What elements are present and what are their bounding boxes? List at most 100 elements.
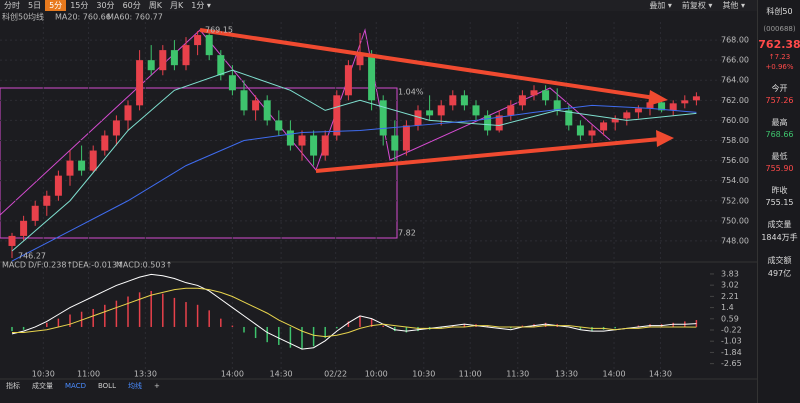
y-tick-label: 752.00 xyxy=(721,196,749,205)
tab[interactable]: 均线 xyxy=(127,382,142,390)
candle-body xyxy=(321,135,329,156)
macd-line xyxy=(11,273,697,350)
tool[interactable]: 其他 ▾ xyxy=(722,1,745,10)
annotation: 7.82 xyxy=(398,229,416,238)
candle-body xyxy=(588,130,596,136)
stat-value: 497亿 xyxy=(767,269,792,278)
stat-value: 768.66 xyxy=(765,130,794,139)
candle-body xyxy=(275,120,283,131)
y-tick-label: 3.02 xyxy=(721,281,739,290)
ma-line xyxy=(11,69,697,252)
y-tick-label: 754.00 xyxy=(721,176,749,185)
x-tick-label: 14:30 xyxy=(649,370,672,379)
candle-body xyxy=(634,108,642,113)
candle-body xyxy=(507,105,515,116)
candle-body xyxy=(252,100,260,111)
tool[interactable]: 前复权 ▾ xyxy=(681,1,713,10)
candle-body xyxy=(31,205,39,221)
candle-body xyxy=(240,90,248,111)
candle-body xyxy=(460,95,468,106)
tab[interactable]: MACD xyxy=(65,382,86,390)
y-tick-label: 750.00 xyxy=(721,216,749,225)
candle-body xyxy=(368,55,376,101)
name: 科创50 xyxy=(766,7,793,16)
tab[interactable]: 月K xyxy=(170,1,184,10)
arrow-head xyxy=(656,130,674,147)
stat: 最低 755.90 xyxy=(758,151,800,173)
candle-body xyxy=(310,135,318,156)
tab[interactable]: 5分 xyxy=(45,0,67,11)
candle-body xyxy=(402,125,410,151)
y-tick-label: 756.00 xyxy=(721,156,749,165)
chart-title: 科创50 xyxy=(2,12,28,22)
candle-body xyxy=(565,110,573,126)
ma-line xyxy=(11,104,697,262)
tab[interactable]: 指标 xyxy=(6,382,20,390)
x-tick-label: 10:00 xyxy=(365,370,388,379)
x-tick-label: 14:00 xyxy=(221,370,244,379)
candle-body xyxy=(669,103,677,111)
tab[interactable]: 60分 xyxy=(122,1,141,10)
x-tick-label: 11:00 xyxy=(459,370,482,379)
x-tick-label: 13:30 xyxy=(555,370,578,379)
x-tick-label: 10:30 xyxy=(412,370,435,379)
candle-body xyxy=(182,45,190,66)
toolbar: 分时 5日 5分 15分 30分 60分 周K 月K 1分 ▾ xyxy=(0,0,757,11)
y-tick-label: 768.00 xyxy=(721,36,749,45)
annotation: 1.04% xyxy=(398,88,424,97)
candle-body xyxy=(623,112,631,119)
y-tick-label: 748.00 xyxy=(721,236,749,245)
toolbar-right: 叠加 ▾ 前复权 ▾ 其他 ▾ xyxy=(644,0,750,11)
candle-body xyxy=(414,110,422,126)
legend-entry: MA20: 760.66 xyxy=(55,13,111,22)
candle-body xyxy=(472,105,480,116)
tab[interactable]: 5日 xyxy=(28,1,42,10)
pct: +0.96% xyxy=(765,63,794,71)
stat-label: 最高 xyxy=(771,118,788,127)
y-tick-label: -2.65 xyxy=(721,359,742,368)
tab[interactable]: 分时 xyxy=(4,1,20,10)
stat-label: 成交量 xyxy=(767,220,792,229)
candle-body xyxy=(484,115,492,131)
tool[interactable]: 叠加 ▾ xyxy=(649,1,672,10)
candle-body xyxy=(8,235,16,246)
tab[interactable]: 1分 ▾ xyxy=(191,1,211,10)
annotation: 746.27 xyxy=(18,252,46,261)
change: ↑7.23 xyxy=(768,53,791,61)
x-tick-label: 14:30 xyxy=(270,370,293,379)
ma-title: 均线 xyxy=(28,12,44,22)
bottom-tabs: 指标 成交量 MACD BOLL 均线 + xyxy=(0,380,166,392)
tab[interactable]: 15分 xyxy=(70,1,89,10)
tab[interactable]: 30分 xyxy=(96,1,115,10)
tab[interactable]: + xyxy=(153,382,160,390)
x-tick-label: 02/22 xyxy=(324,370,347,379)
y-tick-label: -1.84 xyxy=(721,348,742,357)
candle-body xyxy=(159,50,167,71)
candle-body xyxy=(611,118,619,123)
tab[interactable]: 成交量 xyxy=(32,382,53,390)
candle-body xyxy=(344,65,352,96)
arrow xyxy=(199,28,656,100)
candle-body xyxy=(147,60,155,71)
tab[interactable]: BOLL xyxy=(97,382,116,390)
arrow-head xyxy=(648,90,668,106)
candle-body xyxy=(170,50,178,66)
candle-body xyxy=(217,55,225,76)
stat: 今开 757.26 xyxy=(758,83,800,105)
y-tick-label: 760.00 xyxy=(721,116,749,125)
stat-value: 755.15 xyxy=(765,198,794,207)
candle-body xyxy=(530,90,538,96)
stat: 昨收 755.15 xyxy=(758,185,800,207)
y-tick-label: 764.00 xyxy=(721,76,749,85)
stat-label: 今开 xyxy=(771,84,788,93)
candle-body xyxy=(89,150,97,171)
y-tick-label: 1.4 xyxy=(721,303,734,312)
candle-body xyxy=(379,100,387,136)
tab[interactable]: 周K xyxy=(148,1,162,10)
stat-value: 757.26 xyxy=(765,96,794,105)
macd-label: D/F:0.238↑ xyxy=(28,261,73,270)
candle-body xyxy=(43,195,51,206)
candle-body xyxy=(692,96,700,101)
